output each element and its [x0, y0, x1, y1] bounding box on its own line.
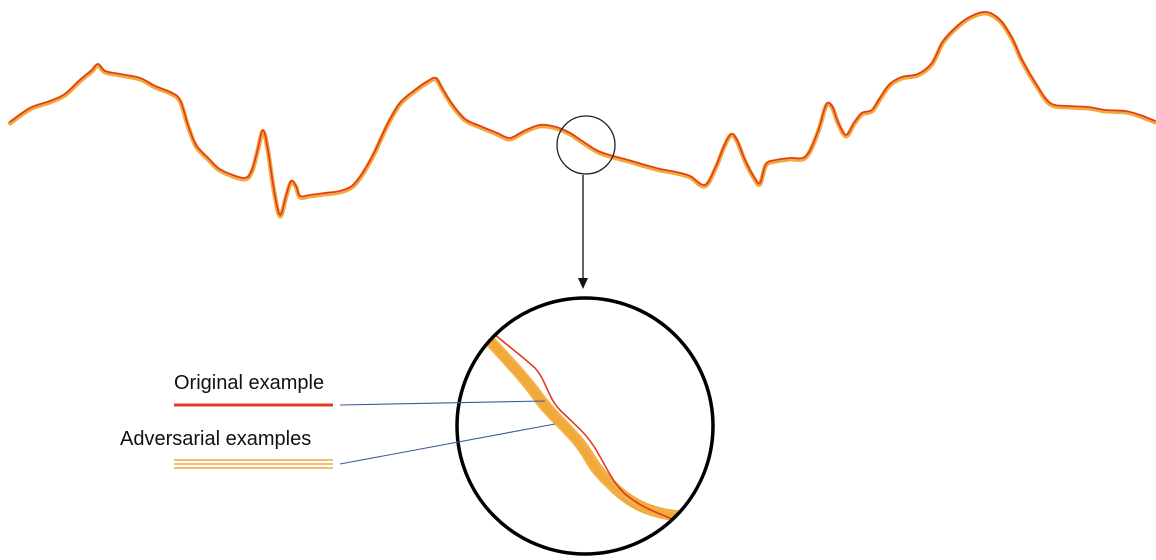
magnifier-circle	[556, 115, 616, 175]
zoom-adversarial-thin-2	[485, 343, 683, 514]
adversarial-waveform	[7, 10, 1156, 219]
zoom-view	[455, 296, 715, 556]
legend-original-label: Original example	[174, 372, 325, 394]
zoom-arrow-head	[578, 278, 588, 289]
zoom-circle-outline	[455, 296, 715, 556]
original-waveform	[9, 11, 1156, 216]
pointer-original	[339, 400, 546, 406]
pointer-adversarial	[339, 423, 556, 465]
legend-adversarial-label: Adversarial examples	[120, 428, 312, 450]
zoom-adversarial-thin	[491, 335, 679, 521]
zoom-original-line	[492, 332, 673, 520]
